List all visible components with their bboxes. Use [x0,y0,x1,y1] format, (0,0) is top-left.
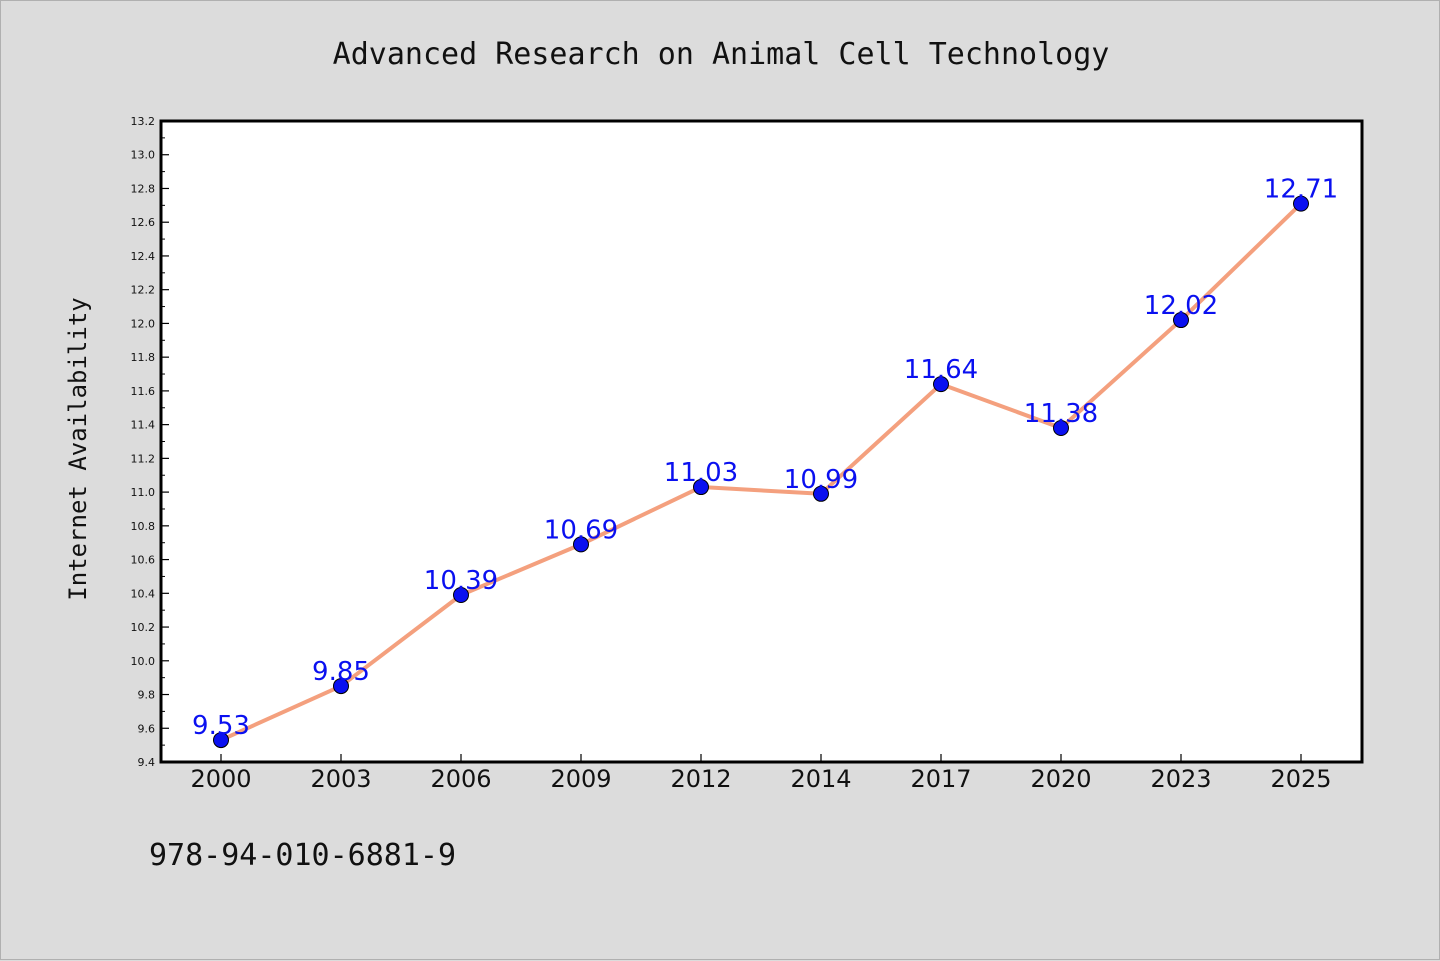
series-line [219,201,1303,743]
data-label: 11.38 [1024,399,1098,429]
series-group [213,195,1309,749]
data-point [453,587,469,604]
y-tick-label: 9.6 [138,722,156,735]
y-tick-label: 12.0 [131,317,156,330]
x-tick-label: 2020 [1030,765,1091,793]
y-tick-label: 10.2 [131,621,156,634]
data-point [213,732,229,749]
x-tick-label: 2014 [790,765,851,793]
y-tick-label: 11.4 [131,419,156,432]
data-labels: 9.53 9.85 10.39 10.69 11.03 10.99 11.64 11.38 12… [192,175,1338,741]
data-label: 12.71 [1264,175,1338,205]
x-tick-label: 2025 [1270,765,1331,793]
data-label: 11.64 [904,355,978,385]
isbn-annotation: 978-94-010-6881-9 [149,838,456,873]
data-point [573,536,589,553]
y-tick-label: 12.6 [131,216,156,229]
y-tick-label: 11.8 [131,351,156,364]
y-tick-label: 10.8 [131,520,156,533]
data-label: 9.85 [312,657,370,687]
x-tick-label: 2009 [550,765,611,793]
data-label: 10.99 [784,465,858,495]
chart-title: Advanced Research on Animal Cell Technol… [333,37,1110,72]
data-point [693,479,709,496]
y-tick-label: 9.4 [138,756,156,769]
x-tick-label: 2003 [310,765,371,793]
x-tick-label: 2012 [670,765,731,793]
x-tick-label: 2017 [910,765,971,793]
data-point [333,678,349,695]
data-point [1293,195,1309,212]
data-point [933,376,949,393]
data-point [1053,420,1069,437]
x-tick-label: 2023 [1150,765,1211,793]
y-tick-label: 10.0 [131,655,156,668]
plot-area [159,119,1364,764]
y-tick-label: 9.8 [138,689,156,702]
data-label: 11.03 [664,458,738,488]
data-label: 10.39 [424,566,498,596]
y-axis: 9.4 9.6 9.8 10.0 10.2 10.4 10.6 10.8 11.0 11.2 11.… [131,115,169,769]
data-point [813,485,829,502]
data-label: 9.53 [192,711,250,741]
y-tick-label: 11.0 [131,486,156,499]
y-tick-label: 11.2 [131,452,156,465]
y-axis-label: Internet Availability [64,297,92,600]
x-tick-label: 2000 [190,765,251,793]
data-point [1173,312,1189,329]
y-tick-label: 12.8 [131,182,156,195]
y-tick-label: 12.4 [131,250,156,263]
y-tick-label: 10.4 [131,587,156,600]
y-tick-label: 13.2 [131,115,156,128]
y-tick-label: 13.0 [131,149,156,162]
x-axis: 2000 2003 2006 2009 2012 2014 2017 2020 2023 2025 [190,754,1332,793]
x-tick-label: 2006 [430,765,491,793]
y-tick-label: 12.2 [131,284,156,297]
data-label: 10.69 [544,515,618,545]
y-tick-label: 10.6 [131,554,156,567]
data-label: 12.02 [1144,291,1218,321]
y-tick-label: 11.6 [131,385,156,398]
